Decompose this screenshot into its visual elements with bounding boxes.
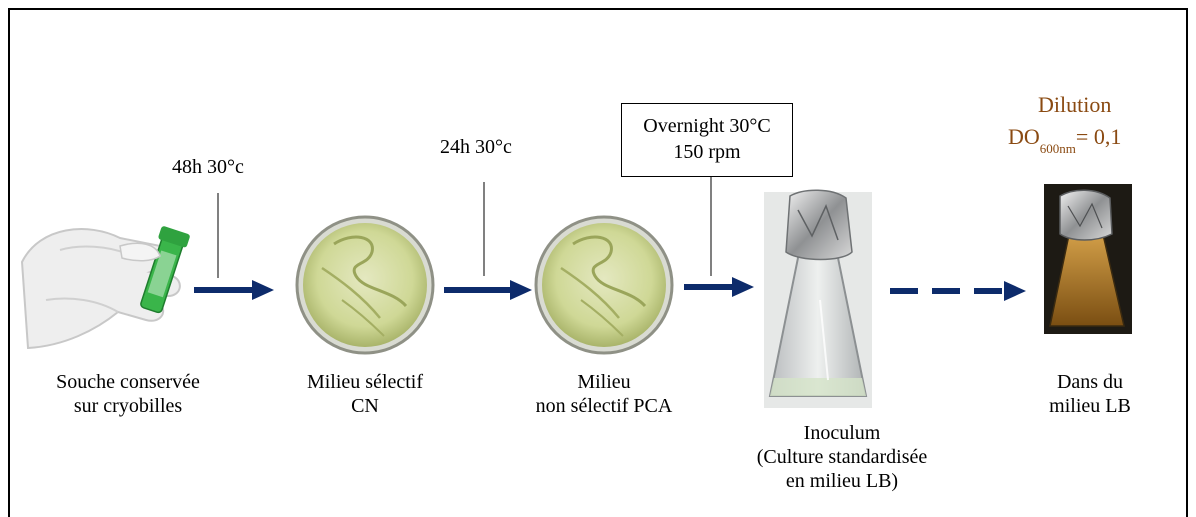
- dilution-title: Dilution: [1038, 92, 1112, 117]
- stage-4-label: Inoculum (Culture standardisée en milieu…: [756, 422, 928, 492]
- process-arrow: [684, 277, 754, 297]
- stage-2-label: Milieu sélectif CN: [306, 371, 424, 417]
- foil-capped-flask-icon: [1044, 184, 1132, 334]
- dilution-arrow: [890, 281, 1026, 301]
- dilution-formula: DO600nm= 0,1: [1008, 124, 1121, 157]
- stage-5-label: Dans du milieu LB: [1049, 371, 1131, 417]
- process-arrow: [194, 280, 274, 300]
- step-2-condition: 24h 30°c: [440, 136, 512, 158]
- stage-3-label: Milieu non sélectif PCA: [535, 371, 673, 417]
- diagram-frame: [8, 8, 1188, 517]
- dilution-value: = 0,1: [1075, 124, 1122, 149]
- step-1-condition: 48h 30°c: [172, 156, 244, 178]
- dilution-subscript: 600nm: [1039, 141, 1076, 156]
- erlenmeyer-flask-icon: [764, 189, 872, 408]
- stage-1-label: Souche conservée sur cryobilles: [56, 371, 200, 417]
- step-3-condition-box: Overnight 30°C 150 rpm: [621, 103, 793, 177]
- petri-dish-icon: [534, 215, 674, 355]
- dilution-measure: DO: [1008, 124, 1040, 149]
- gloved-hand-vial-icon: [20, 226, 190, 350]
- process-arrow: [444, 280, 532, 300]
- petri-dish-icon: [295, 215, 435, 355]
